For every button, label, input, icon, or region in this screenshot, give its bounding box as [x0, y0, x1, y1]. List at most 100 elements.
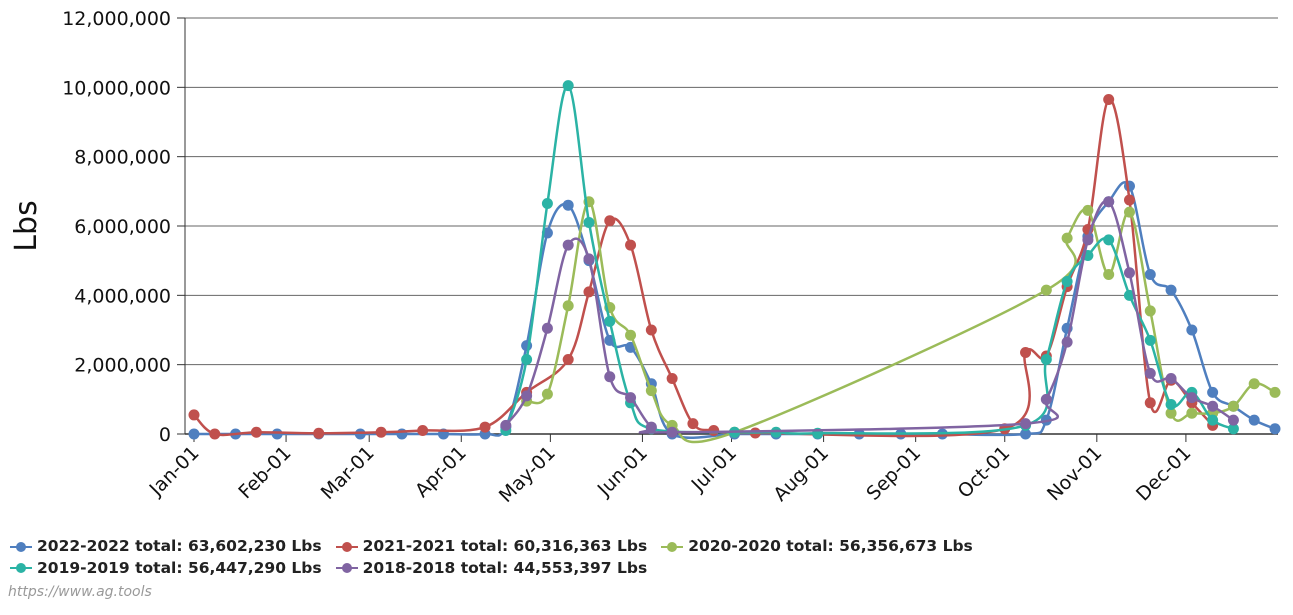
- data-point[interactable]: [1207, 400, 1219, 412]
- data-point[interactable]: [313, 427, 325, 439]
- x-tick-label: Jun-01: [593, 442, 652, 501]
- data-point[interactable]: [1123, 267, 1135, 279]
- source-credit: https://www.ag.tools: [8, 584, 152, 600]
- x-tick-label: Jan-01: [145, 442, 204, 501]
- series-2018-2018: [500, 196, 1239, 438]
- data-point[interactable]: [708, 425, 720, 437]
- data-point[interactable]: [1186, 392, 1198, 404]
- data-point[interactable]: [625, 239, 637, 251]
- data-point[interactable]: [1248, 414, 1260, 426]
- data-point[interactable]: [1103, 269, 1115, 281]
- data-point[interactable]: [1103, 196, 1115, 208]
- data-point[interactable]: [1082, 234, 1094, 246]
- data-point[interactable]: [479, 421, 491, 433]
- data-point[interactable]: [604, 315, 616, 327]
- x-tick-label: Sep-01: [862, 442, 925, 505]
- data-point[interactable]: [1165, 284, 1177, 296]
- data-point[interactable]: [1207, 386, 1219, 398]
- data-point[interactable]: [666, 373, 678, 385]
- data-point[interactable]: [583, 217, 595, 229]
- legend-marker-icon: [10, 541, 32, 552]
- x-tick-label: Dec-01: [1132, 442, 1196, 506]
- data-point[interactable]: [417, 425, 429, 437]
- data-point[interactable]: [562, 199, 574, 211]
- y-tick-label: 4,000,000: [74, 285, 171, 307]
- data-point[interactable]: [521, 353, 533, 365]
- data-point[interactable]: [645, 385, 657, 397]
- data-point[interactable]: [645, 421, 657, 433]
- data-point[interactable]: [1144, 305, 1156, 317]
- data-point[interactable]: [1269, 423, 1281, 435]
- data-point[interactable]: [188, 409, 200, 421]
- data-point[interactable]: [375, 426, 387, 438]
- data-point[interactable]: [583, 286, 595, 298]
- legend-label: 2018-2018 total: 44,553,397 Lbs: [362, 558, 648, 577]
- data-point[interactable]: [1144, 397, 1156, 409]
- data-point[interactable]: [541, 388, 553, 400]
- data-point[interactable]: [1123, 194, 1135, 206]
- data-point[interactable]: [687, 418, 699, 430]
- x-axis-ticks: Jan-01 Feb-01 Mar-01 Apr-01 May-01 Jun-01 Jul-…: [145, 442, 1196, 507]
- data-point[interactable]: [1061, 336, 1073, 348]
- data-point[interactable]: [209, 428, 221, 440]
- data-point[interactable]: [562, 239, 574, 251]
- legend-item[interactable]: 2022-2022 total: 63,602,230 Lbs: [10, 536, 322, 557]
- legend-item[interactable]: 2021-2021 total: 60,316,363 Lbs: [335, 536, 648, 557]
- data-point[interactable]: [1103, 234, 1115, 246]
- legend-item[interactable]: 2019-2019 total: 56,447,290 Lbs: [10, 558, 322, 579]
- data-point[interactable]: [1227, 423, 1239, 435]
- data-point[interactable]: [500, 419, 512, 431]
- data-point[interactable]: [1165, 373, 1177, 385]
- data-point[interactable]: [271, 428, 283, 440]
- data-point[interactable]: [625, 329, 637, 341]
- data-point[interactable]: [1144, 334, 1156, 346]
- y-tick-label: 2,000,000: [74, 355, 171, 377]
- data-point[interactable]: [666, 426, 678, 438]
- data-point[interactable]: [250, 426, 262, 438]
- series-line: [504, 199, 1235, 434]
- data-point[interactable]: [1123, 180, 1135, 192]
- data-point[interactable]: [1020, 428, 1032, 440]
- data-point[interactable]: [1165, 399, 1177, 411]
- legend-label: 2020-2020 total: 56,356,673 Lbs: [688, 537, 973, 555]
- data-point[interactable]: [1248, 378, 1260, 390]
- data-point[interactable]: [562, 80, 574, 92]
- data-point[interactable]: [562, 300, 574, 312]
- data-point[interactable]: [1040, 284, 1052, 296]
- data-point[interactable]: [1103, 93, 1115, 105]
- y-tick-label: 0: [159, 424, 171, 446]
- legend-item[interactable]: 2020-2020 total: 56,356,673 Lbs: [661, 536, 973, 557]
- legend-label: 2021-2021 total: 60,316,363 Lbs: [362, 537, 648, 555]
- data-point[interactable]: [625, 392, 637, 404]
- data-point[interactable]: [1186, 324, 1198, 336]
- data-point[interactable]: [1020, 347, 1032, 359]
- data-point[interactable]: [604, 371, 616, 383]
- data-point[interactable]: [1040, 353, 1052, 365]
- data-point[interactable]: [1165, 407, 1177, 419]
- data-point[interactable]: [1123, 206, 1135, 218]
- data-point[interactable]: [583, 253, 595, 265]
- data-point[interactable]: [1269, 386, 1281, 398]
- data-point[interactable]: [188, 428, 200, 440]
- data-point[interactable]: [562, 353, 574, 365]
- data-point[interactable]: [1186, 407, 1198, 419]
- data-point[interactable]: [1123, 289, 1135, 301]
- data-point[interactable]: [541, 322, 553, 334]
- data-point[interactable]: [1082, 204, 1094, 216]
- data-point[interactable]: [1227, 414, 1239, 426]
- data-point[interactable]: [1207, 414, 1219, 426]
- data-point[interactable]: [521, 390, 533, 402]
- data-point[interactable]: [1020, 418, 1032, 430]
- legend-item[interactable]: 2018-2018 total: 44,553,397 Lbs: [335, 558, 648, 579]
- data-point[interactable]: [1144, 269, 1156, 281]
- data-point[interactable]: [604, 215, 616, 227]
- data-point[interactable]: [541, 197, 553, 209]
- data-point[interactable]: [645, 324, 657, 336]
- data-point[interactable]: [1040, 393, 1052, 405]
- data-point[interactable]: [1144, 367, 1156, 379]
- axes: [177, 17, 1278, 442]
- legend-label: 2022-2022 total: 63,602,230 Lbs: [37, 537, 322, 555]
- data-point[interactable]: [1227, 400, 1239, 412]
- data-point[interactable]: [1061, 275, 1073, 287]
- data-point[interactable]: [1061, 232, 1073, 244]
